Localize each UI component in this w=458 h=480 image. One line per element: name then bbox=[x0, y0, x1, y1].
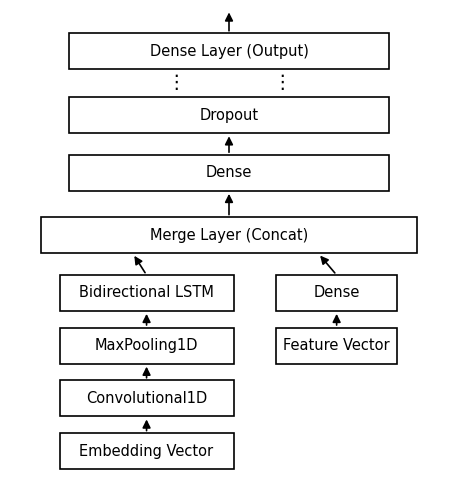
Text: Dropout: Dropout bbox=[199, 108, 259, 123]
Text: Bidirectional LSTM: Bidirectional LSTM bbox=[79, 285, 214, 300]
FancyBboxPatch shape bbox=[60, 380, 234, 416]
Text: MaxPooling1D: MaxPooling1D bbox=[95, 338, 198, 353]
FancyBboxPatch shape bbox=[60, 327, 234, 364]
FancyBboxPatch shape bbox=[60, 433, 234, 469]
Text: Dense: Dense bbox=[313, 285, 360, 300]
Text: Embedding Vector: Embedding Vector bbox=[80, 444, 213, 459]
Text: Feature Vector: Feature Vector bbox=[284, 338, 390, 353]
FancyBboxPatch shape bbox=[69, 155, 389, 191]
FancyBboxPatch shape bbox=[276, 327, 397, 364]
FancyBboxPatch shape bbox=[69, 34, 389, 69]
Text: ⋮: ⋮ bbox=[272, 72, 291, 92]
Text: ⋮: ⋮ bbox=[167, 72, 186, 92]
Text: Dense: Dense bbox=[206, 165, 252, 180]
Text: Merge Layer (Concat): Merge Layer (Concat) bbox=[150, 228, 308, 243]
FancyBboxPatch shape bbox=[41, 217, 417, 253]
Text: Convolutional1D: Convolutional1D bbox=[86, 391, 207, 406]
FancyBboxPatch shape bbox=[69, 97, 389, 133]
Text: Dense Layer (Output): Dense Layer (Output) bbox=[150, 44, 308, 59]
FancyBboxPatch shape bbox=[276, 275, 397, 311]
FancyBboxPatch shape bbox=[60, 275, 234, 311]
